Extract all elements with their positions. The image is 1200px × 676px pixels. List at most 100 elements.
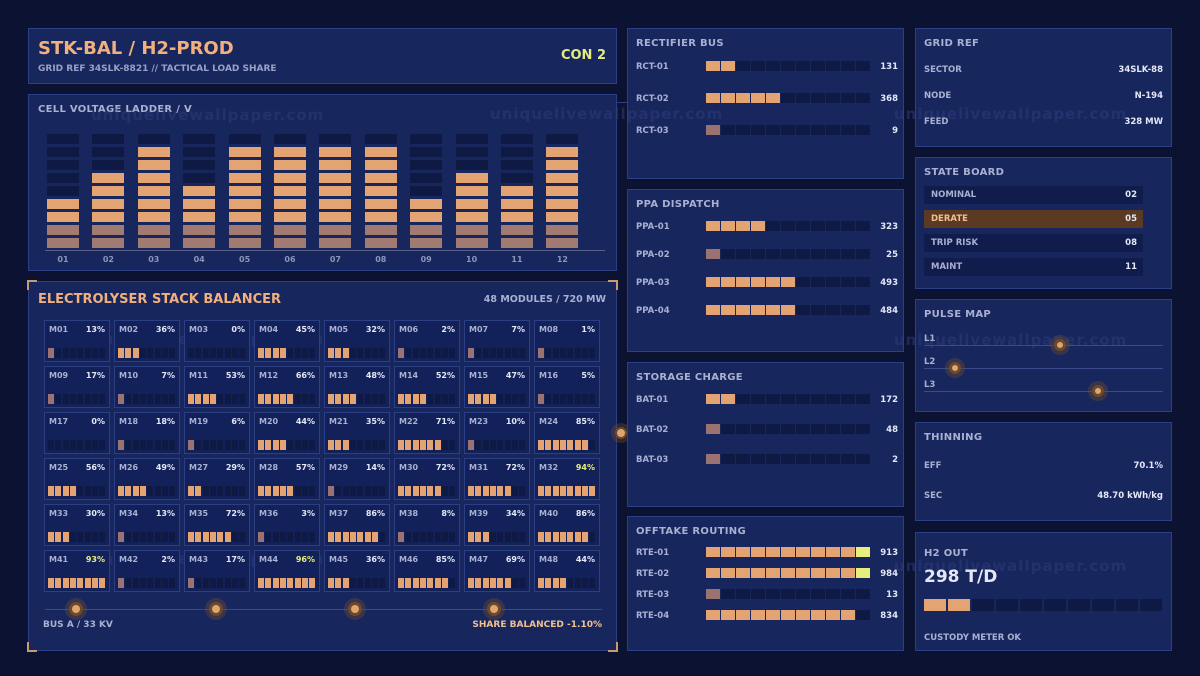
- ppa-bar-segment: [811, 277, 825, 287]
- module-bar-segment: [342, 486, 349, 496]
- module-cell[interactable]: M44 96%: [254, 550, 320, 592]
- module-cell[interactable]: M02 36%: [114, 320, 180, 362]
- module-cell[interactable]: M10 7%: [114, 366, 180, 408]
- module-cell[interactable]: M27 29%: [184, 458, 250, 500]
- ladder-segment: [319, 225, 352, 235]
- module-cell[interactable]: M26 49%: [114, 458, 180, 500]
- ladder-segment: [501, 186, 533, 196]
- module-cell[interactable]: M06 2%: [394, 320, 460, 362]
- rectifier-bar-segment: [811, 93, 825, 103]
- module-load-bar: [258, 578, 316, 588]
- module-cell[interactable]: M16 5%: [534, 366, 600, 408]
- module-cell[interactable]: M08 1%: [534, 320, 600, 362]
- state-row-nominal[interactable]: NOMINAL 02: [924, 186, 1143, 204]
- module-cell[interactable]: M11 53%: [184, 366, 250, 408]
- module-bar-segment: [398, 348, 404, 358]
- storage-bar-segment: [766, 394, 780, 404]
- module-bar-segment: [217, 440, 224, 450]
- module-percent: 71%: [435, 417, 455, 426]
- rectifier-row: RCT-03 9: [636, 125, 898, 137]
- bus-knob[interactable]: [209, 602, 223, 616]
- state-row-maint[interactable]: MAINT 11: [924, 258, 1143, 276]
- module-cell[interactable]: M17 0%: [44, 412, 110, 454]
- module-cell[interactable]: M40 86%: [534, 504, 600, 546]
- module-cell[interactable]: M37 86%: [324, 504, 390, 546]
- module-bar-segment: [279, 486, 286, 496]
- ladder-label: CELL VOLTAGE LADDER / V: [38, 104, 192, 115]
- module-cell[interactable]: M28 57%: [254, 458, 320, 500]
- module-bar-segment: [209, 486, 216, 496]
- module-bar-segment: [342, 440, 349, 450]
- ppa-row-bar: [706, 221, 871, 231]
- module-cell[interactable]: M25 56%: [44, 458, 110, 500]
- module-bar-segment: [132, 394, 139, 404]
- module-bar-segment: [48, 486, 54, 496]
- module-cell[interactable]: M13 48%: [324, 366, 390, 408]
- module-cell[interactable]: M05 32%: [324, 320, 390, 362]
- module-cell[interactable]: M12 66%: [254, 366, 320, 408]
- module-bar-segment: [77, 348, 84, 358]
- pulse-line-label: L3: [924, 380, 936, 390]
- module-cell[interactable]: M33 30%: [44, 504, 110, 546]
- module-cell[interactable]: M46 85%: [394, 550, 460, 592]
- module-percent: 30%: [85, 509, 105, 518]
- module-cell[interactable]: M31 72%: [464, 458, 530, 500]
- bus-knob[interactable]: [69, 602, 83, 616]
- module-bar-segment: [294, 532, 301, 542]
- state-row-derate[interactable]: DERATE 05: [924, 210, 1143, 228]
- pulse-marker[interactable]: [949, 362, 962, 374]
- module-cell[interactable]: M07 7%: [464, 320, 530, 362]
- module-cell[interactable]: M18 18%: [114, 412, 180, 454]
- module-cell[interactable]: M48 44%: [534, 550, 600, 592]
- bus-knob[interactable]: [487, 602, 501, 616]
- rectifier-row-name: RCT-01: [636, 62, 669, 72]
- bus-knob[interactable]: [348, 602, 362, 616]
- module-cell[interactable]: M42 2%: [114, 550, 180, 592]
- module-cell[interactable]: M21 35%: [324, 412, 390, 454]
- module-cell[interactable]: M45 36%: [324, 550, 390, 592]
- ladder-segment: [455, 147, 488, 157]
- module-cell[interactable]: M36 3%: [254, 504, 320, 546]
- module-cell[interactable]: M20 44%: [254, 412, 320, 454]
- module-cell[interactable]: M24 85%: [534, 412, 600, 454]
- module-cell[interactable]: M41 93%: [44, 550, 110, 592]
- rectifier-bar-segment: [736, 93, 750, 103]
- module-cell[interactable]: M35 72%: [184, 504, 250, 546]
- module-bar-segment: [475, 394, 482, 404]
- module-cell[interactable]: M09 17%: [44, 366, 110, 408]
- module-cell[interactable]: M29 14%: [324, 458, 390, 500]
- module-cell[interactable]: M23 10%: [464, 412, 530, 454]
- module-cell[interactable]: M15 47%: [464, 366, 530, 408]
- module-bar-segment: [412, 578, 419, 588]
- module-bar-segment: [364, 348, 371, 358]
- module-cell[interactable]: M22 71%: [394, 412, 460, 454]
- module-percent: 93%: [85, 555, 105, 564]
- module-cell[interactable]: M43 17%: [184, 550, 250, 592]
- pulse-marker[interactable]: [1092, 385, 1105, 397]
- module-cell[interactable]: M30 72%: [394, 458, 460, 500]
- module-load-bar: [188, 486, 246, 496]
- module-cell[interactable]: M34 13%: [114, 504, 180, 546]
- rectifier-row-value: 131: [880, 62, 898, 72]
- module-cell[interactable]: M01 13%: [44, 320, 110, 362]
- thinning-row-key: SEC: [924, 491, 943, 501]
- module-bar-segment: [379, 394, 386, 404]
- module-bar-segment: [449, 440, 456, 450]
- module-cell[interactable]: M32 94%: [534, 458, 600, 500]
- module-load-bar: [48, 394, 106, 404]
- module-cell[interactable]: M38 8%: [394, 504, 460, 546]
- module-cell[interactable]: M04 45%: [254, 320, 320, 362]
- module-bar-segment: [188, 394, 194, 404]
- module-percent: 36%: [155, 325, 175, 334]
- module-id: M29: [329, 463, 349, 472]
- module-cell[interactable]: M03 0%: [184, 320, 250, 362]
- module-cell[interactable]: M47 69%: [464, 550, 530, 592]
- ladder-segment: [47, 225, 79, 235]
- ladder-column: [137, 134, 170, 252]
- module-cell[interactable]: M39 34%: [464, 504, 530, 546]
- pulse-marker[interactable]: [1054, 339, 1067, 351]
- state-row-trip-risk[interactable]: TRIP RISK 08: [924, 234, 1143, 252]
- module-bar-segment: [419, 348, 426, 358]
- module-cell[interactable]: M14 52%: [394, 366, 460, 408]
- module-cell[interactable]: M19 6%: [184, 412, 250, 454]
